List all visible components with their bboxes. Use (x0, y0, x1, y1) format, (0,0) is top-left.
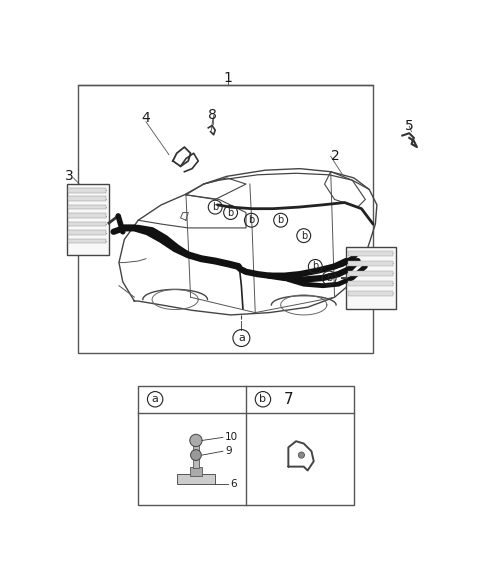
Bar (346, 247, 396, 309)
Text: 7: 7 (284, 392, 293, 406)
Text: b: b (228, 207, 234, 217)
Bar (348, 281, 393, 286)
Circle shape (299, 452, 304, 458)
Bar (67, 184, 109, 255)
Bar (68, 196, 106, 201)
Text: 9: 9 (225, 446, 232, 456)
Bar (68, 239, 106, 244)
Text: b: b (277, 215, 284, 225)
Circle shape (190, 434, 202, 447)
Bar (190, 467, 202, 476)
Bar (348, 271, 393, 276)
Text: 5: 5 (405, 119, 414, 133)
Text: 8: 8 (208, 107, 217, 121)
Bar (348, 251, 393, 256)
Bar (348, 291, 393, 296)
Text: b: b (212, 202, 218, 212)
Text: b: b (312, 262, 318, 272)
Bar (177, 474, 215, 484)
Bar (68, 205, 106, 210)
Text: b: b (326, 273, 332, 283)
Text: 10: 10 (225, 432, 239, 442)
Text: 2: 2 (331, 150, 340, 164)
Text: b: b (259, 394, 266, 404)
Text: b: b (248, 215, 254, 225)
Bar (78, 85, 373, 353)
Text: b: b (300, 231, 307, 241)
Bar (193, 443, 199, 468)
Bar (138, 386, 354, 505)
Bar (68, 222, 106, 227)
Bar (68, 213, 106, 218)
Text: 3: 3 (64, 169, 73, 183)
Text: 6: 6 (230, 478, 237, 489)
Text: a: a (238, 333, 245, 343)
Bar (348, 261, 393, 266)
Text: 4: 4 (142, 111, 150, 125)
Bar (68, 188, 106, 193)
Circle shape (191, 450, 201, 460)
Bar (68, 230, 106, 235)
Text: 1: 1 (223, 71, 232, 85)
Text: a: a (152, 394, 158, 404)
